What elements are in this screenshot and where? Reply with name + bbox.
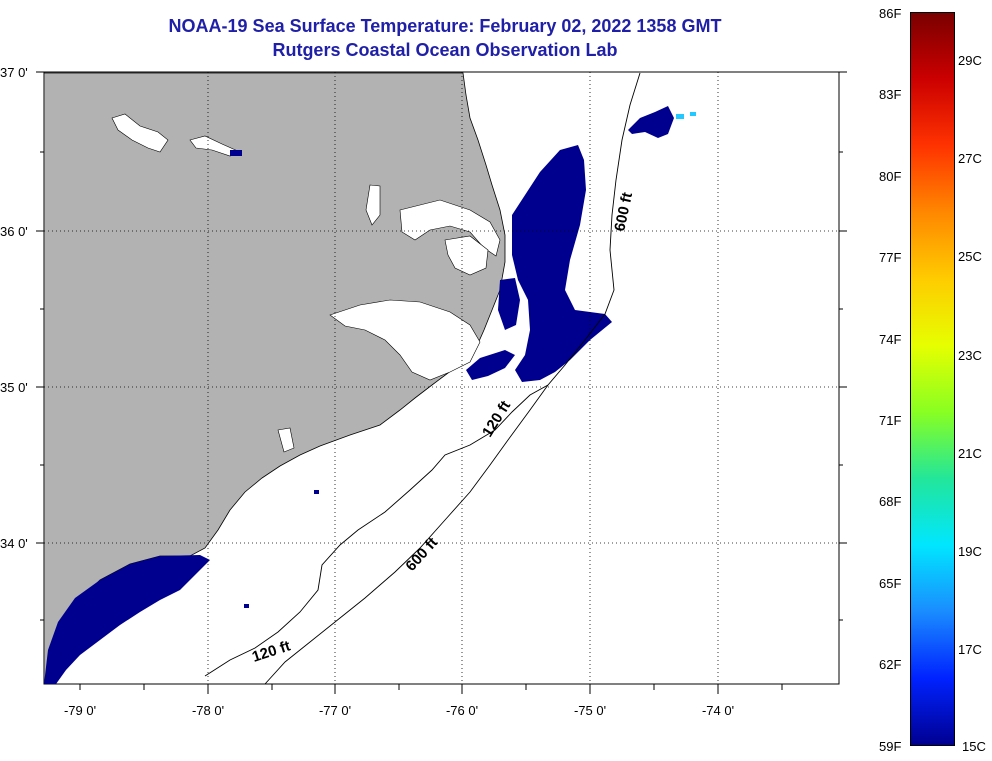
colorbar-f-label: 86F <box>879 6 902 21</box>
axis-ticks <box>36 71 847 694</box>
colorbar-c-label: 23C <box>958 348 982 363</box>
colorbar-f-label: 62F <box>879 657 902 672</box>
lon-label: -75 0' <box>574 703 606 718</box>
colorbar <box>910 12 955 746</box>
colorbar-f-label: 74F <box>879 332 902 347</box>
lon-label: -77 0' <box>319 703 351 718</box>
map-title: NOAA-19 Sea Surface Temperature: Februar… <box>168 16 722 36</box>
lon-label: -78 0' <box>192 703 224 718</box>
colorbar-c-label: 21C <box>958 446 982 461</box>
lat-label: 37 0' <box>0 65 28 80</box>
inland-waters <box>111 113 501 453</box>
colorbar-f-label: 80F <box>879 169 902 184</box>
contour-120ft-line <box>204 384 549 677</box>
lon-label: -74 0' <box>702 703 734 718</box>
lon-label: -79 0' <box>64 703 96 718</box>
colorbar-f-label: 59F <box>879 739 902 754</box>
sst-patch-neuse <box>466 350 515 380</box>
lat-label: 35 0' <box>0 380 28 395</box>
colorbar-c-label: 15C <box>962 739 986 754</box>
colorbar-f-label: 77F <box>879 250 902 265</box>
lat-label: 36 0' <box>0 224 28 239</box>
contour-600ft-line <box>264 72 641 685</box>
colorbar-f-label: 71F <box>879 413 902 428</box>
sst-patch-southwest <box>44 555 210 684</box>
sst-patch-pamlico <box>512 145 612 382</box>
colorbar-f-label: 83F <box>879 87 902 102</box>
colorbar-c-label: 27C <box>958 151 982 166</box>
colorbar-c-label: 29C <box>958 53 982 68</box>
graticule <box>44 72 839 684</box>
colorbar-c-label: 19C <box>958 544 982 559</box>
sst-data <box>44 106 696 684</box>
colorbar-c-label: 17C <box>958 642 982 657</box>
map-subtitle: Rutgers Coastal Ocean Observation Lab <box>272 40 618 60</box>
sst-patch-inner-sound <box>498 278 520 330</box>
bathymetry-contours <box>204 72 641 685</box>
colorbar-c-label: 25C <box>958 249 982 264</box>
colorbar-f-label: 65F <box>879 576 902 591</box>
lon-label: -76 0' <box>446 703 478 718</box>
sst-patch-offshore-ne <box>628 106 674 138</box>
colorbar-f-label: 68F <box>879 494 902 509</box>
lat-label: 34 0' <box>0 536 28 551</box>
